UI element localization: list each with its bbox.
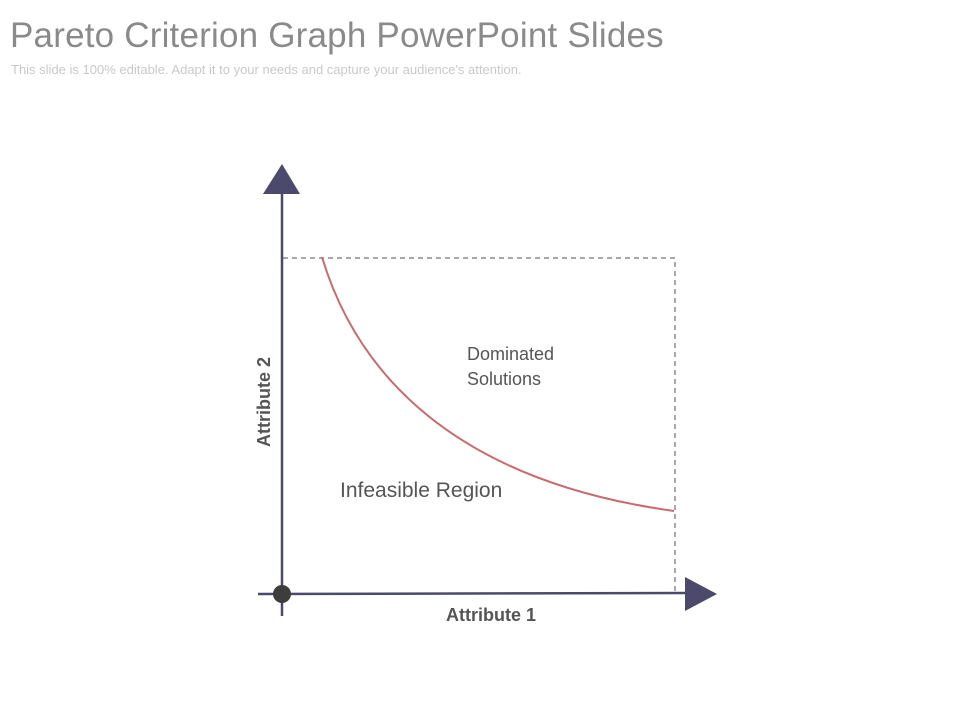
x-axis-line bbox=[257, 591, 689, 596]
infeasible-region-label: Infeasible Region bbox=[340, 479, 502, 502]
y-axis-arrow-icon bbox=[263, 164, 300, 194]
dominated-solutions-label-line2: Solutions bbox=[467, 369, 541, 389]
dominated-solutions-label-line1: Dominated bbox=[467, 344, 554, 364]
slide-title: Pareto Criterion Graph PowerPoint Slides bbox=[10, 16, 664, 55]
dominated-region-boundary bbox=[283, 257, 676, 592]
y-axis-label: Attribute 2 bbox=[254, 357, 274, 447]
x-axis-label: Attribute 1 bbox=[446, 605, 536, 625]
slide-subtitle: This slide is 100% editable. Adapt it to… bbox=[11, 62, 522, 77]
x-axis-arrow-icon bbox=[685, 577, 717, 611]
pareto-frontier-curve bbox=[321, 256, 675, 512]
origin-dot bbox=[273, 585, 291, 603]
